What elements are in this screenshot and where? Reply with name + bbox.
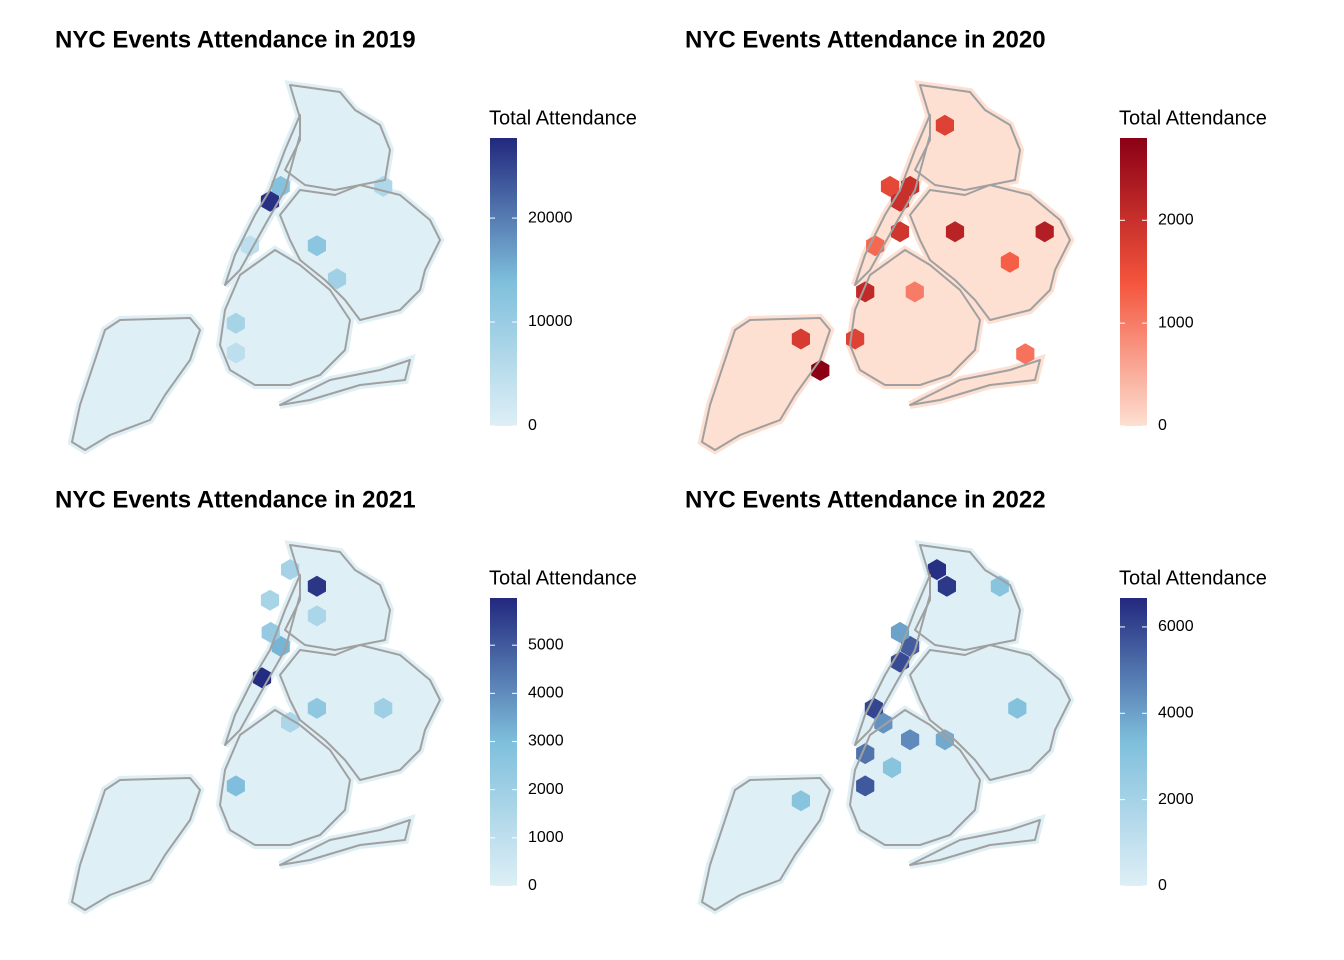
map-fill	[72, 85, 440, 450]
hexbin-cell	[271, 635, 290, 657]
panel-title: NYC Events Attendance in 2020	[685, 26, 1046, 53]
hexbin-cell	[937, 575, 956, 597]
hexbin-cell	[240, 235, 259, 257]
hexbin-cell	[791, 328, 810, 350]
panel-title: NYC Events Attendance in 2021	[55, 486, 416, 513]
colorbar-label: 0	[1158, 417, 1167, 434]
colorbar-label: 0	[528, 417, 537, 434]
legend-title: Total Attendance	[1119, 107, 1267, 129]
colorbar-label: 3000	[528, 733, 564, 750]
hexbin-cell	[226, 775, 245, 797]
hexbin-cell	[882, 757, 902, 779]
colorbar-label: 1000	[1158, 314, 1194, 331]
hexbin-cell	[927, 559, 946, 581]
colorbar-label: 4000	[528, 685, 564, 702]
hexbin-cell	[856, 775, 875, 797]
legend-title: Total Attendance	[489, 567, 637, 589]
hexbin-cell	[945, 221, 965, 243]
colorbar-label: 10000	[528, 313, 573, 330]
hexbin-cell	[374, 697, 393, 719]
panel: NYC Events Attendance in 2020 Total Atten…	[685, 26, 1267, 450]
hexbin-cell	[226, 312, 245, 334]
panel-title: NYC Events Attendance in 2022	[685, 486, 1046, 513]
colorbar	[490, 138, 517, 426]
colorbar-label: 0	[528, 877, 537, 894]
colorbar-label: 2000	[528, 781, 564, 798]
hexbin-cell	[307, 575, 326, 597]
legend-title: Total Attendance	[1119, 567, 1267, 589]
hexbin-cell	[307, 235, 326, 257]
colorbar-label: 2000	[1158, 212, 1194, 229]
hexbin-cell	[260, 589, 280, 611]
hexbin-cell	[1035, 221, 1054, 243]
colorbar-label: 0	[1158, 877, 1167, 894]
hexbin-cell	[281, 559, 300, 581]
hexbin-cell	[307, 697, 326, 719]
hexbin-cell	[271, 175, 290, 197]
legend-title: Total Attendance	[489, 107, 637, 129]
hexbin-cell	[905, 281, 924, 303]
hexbin-cell	[880, 175, 900, 197]
panel: NYC Events Attendance in 2021 Total Atten…	[55, 486, 637, 910]
hexbin-cell	[226, 342, 245, 364]
panel-title: NYC Events Attendance in 2019	[55, 26, 416, 53]
map-fill	[72, 545, 440, 910]
hexbin-cell	[791, 790, 810, 812]
colorbar-label: 2000	[1158, 791, 1194, 808]
hexbin-cell	[1008, 697, 1027, 719]
colorbar-label: 20000	[528, 209, 573, 226]
panel: NYC Events Attendance in 2022 Total Atten…	[685, 486, 1267, 910]
colorbar-label: 4000	[1158, 705, 1194, 722]
panel: NYC Events Attendance in 2019 Total Atten…	[55, 26, 637, 450]
colorbar	[1120, 598, 1147, 886]
colorbar-label: 6000	[1158, 618, 1194, 635]
hexbin-cell	[901, 729, 920, 751]
hexbin-cell	[327, 268, 347, 290]
hexbin-cell	[935, 114, 954, 136]
hexbin-cell	[307, 605, 326, 627]
hexbin-cell	[1016, 343, 1035, 365]
hexbin-cell	[890, 221, 910, 243]
hexbin-cell	[1000, 251, 1019, 273]
colorbar-label: 1000	[528, 829, 564, 846]
colorbar	[1120, 138, 1147, 426]
colorbar-label: 5000	[528, 636, 564, 653]
